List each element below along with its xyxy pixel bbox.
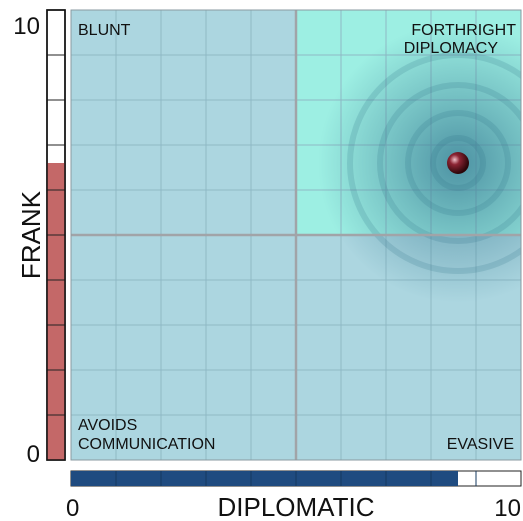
plot-frame: [70, 9, 522, 461]
glow-ring: [430, 135, 486, 191]
glow-ring: [405, 110, 511, 216]
x-tick-right: 10: [494, 495, 521, 521]
y-bar-ticks: [47, 54, 65, 416]
y-tick-bottom: 0: [27, 441, 40, 468]
y-tick-top: 10: [13, 13, 40, 40]
quadrant-label-forthright: FORTHRIGHT: [411, 22, 516, 39]
quadrant-label-communication: COMMUNICATION: [78, 436, 215, 453]
x-bar-fill: [71, 471, 458, 486]
y-bar-fill: [47, 163, 65, 460]
y-axis-label: FRANK: [16, 190, 46, 279]
y-bar-frame: [46, 9, 66, 461]
glow-ring: [347, 52, 521, 274]
quadrant-label-diplomacy: DIPLOMACY: [404, 40, 499, 57]
quadrant-label-avoids: AVOIDS: [78, 417, 137, 434]
data-point: [447, 152, 469, 174]
point-glow: [318, 23, 521, 303]
x-bar-ticks: [115, 471, 477, 486]
quadrant-label-evasive: EVASIVE: [447, 436, 514, 453]
x-axis-label: DIPLOMATIC: [218, 492, 375, 521]
x-tick-left: 0: [66, 495, 79, 521]
glow-ring: [377, 82, 521, 244]
glow-rings: [347, 52, 521, 274]
quadrant-label-blunt: BLUNT: [78, 22, 131, 39]
quadrant-dividers: [71, 10, 521, 460]
